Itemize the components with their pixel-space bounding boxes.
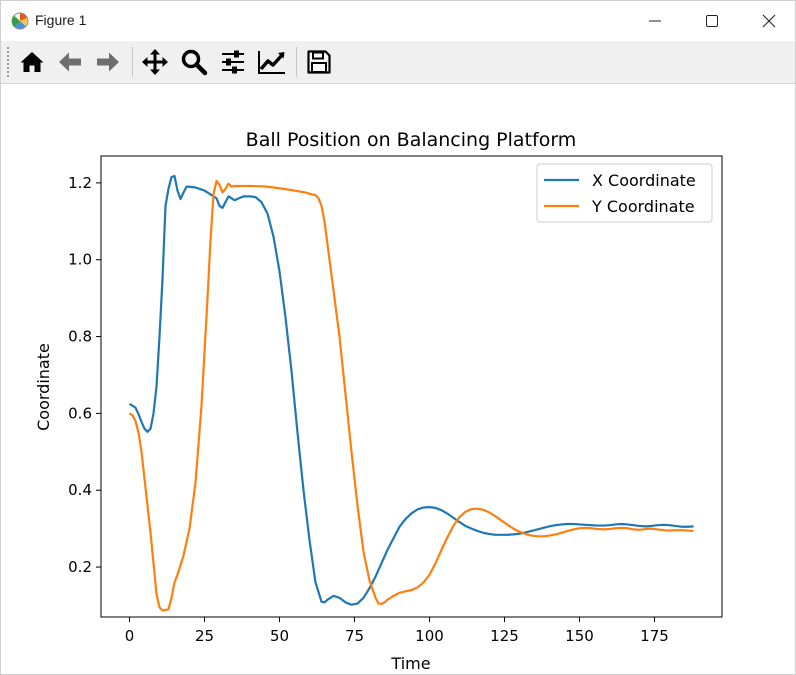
minimize-button[interactable] [627,1,683,41]
close-button[interactable] [741,1,796,41]
configure-subplots-button[interactable] [216,45,250,79]
title-bar: Figure 1 [1,1,795,41]
x-tick-label: 125 [490,627,519,645]
x-tick-label: 75 [345,627,364,645]
legend: X Coordinate Y Coordinate [536,163,713,223]
toolbar-grip [7,47,12,77]
chart-title: Ball Position on Balancing Platform [246,129,577,151]
plot-area-frame [100,155,723,618]
x-tick-label: 0 [125,627,135,645]
series-line-y [128,179,694,612]
edit-axis-icon [258,51,285,74]
save-icon [307,50,331,74]
edit-axis-button[interactable] [255,45,289,79]
toolbar-separator [296,47,297,77]
chart: Ball Position on Balancing Platform 0 25 5… [34,129,723,673]
zoom-button[interactable] [177,45,211,79]
zoom-icon [181,49,208,76]
y-axis-label: Coordinate [34,343,53,431]
pan-icon [142,49,168,75]
back-arrow-icon [59,52,81,72]
y-tick-label: 0.2 [68,558,92,576]
series-line-x [128,174,694,606]
y-tick-label: 0.8 [68,328,92,346]
pan-button[interactable] [138,45,172,79]
maximize-button[interactable] [684,1,740,41]
x-tick-label: 175 [640,627,669,645]
x-tick-label: 25 [195,627,214,645]
x-tick-label: 50 [270,627,289,645]
x-axis-label: Time [390,654,430,673]
forward-button[interactable] [91,45,125,79]
home-button[interactable] [15,45,49,79]
y-tick-label: 0.6 [68,404,92,422]
navigation-toolbar [1,41,795,84]
series-layer [128,174,694,612]
subplots-config-icon [222,50,244,74]
minimize-icon [649,20,661,22]
toolbar-separator [132,47,133,77]
home-icon [20,52,44,72]
back-button[interactable] [53,45,87,79]
legend-label-y: Y Coordinate [591,197,695,216]
y-axis: 0.2 0.4 0.6 0.8 1.0 1.2 [68,174,101,576]
save-button[interactable] [302,45,336,79]
x-axis: 0 25 50 75 100 125 150 175 [125,617,669,645]
maximize-icon [706,15,718,27]
y-tick-label: 1.0 [68,251,92,269]
x-tick-label: 150 [565,627,594,645]
y-tick-label: 0.4 [68,481,92,499]
legend-label-x: X Coordinate [592,171,696,190]
forward-arrow-icon [97,52,119,72]
window-title: Figure 1 [35,12,87,28]
x-tick-label: 100 [415,627,444,645]
close-icon [762,14,776,28]
legend-box [536,163,713,223]
app-icon [11,12,29,30]
y-tick-label: 1.2 [68,174,92,192]
